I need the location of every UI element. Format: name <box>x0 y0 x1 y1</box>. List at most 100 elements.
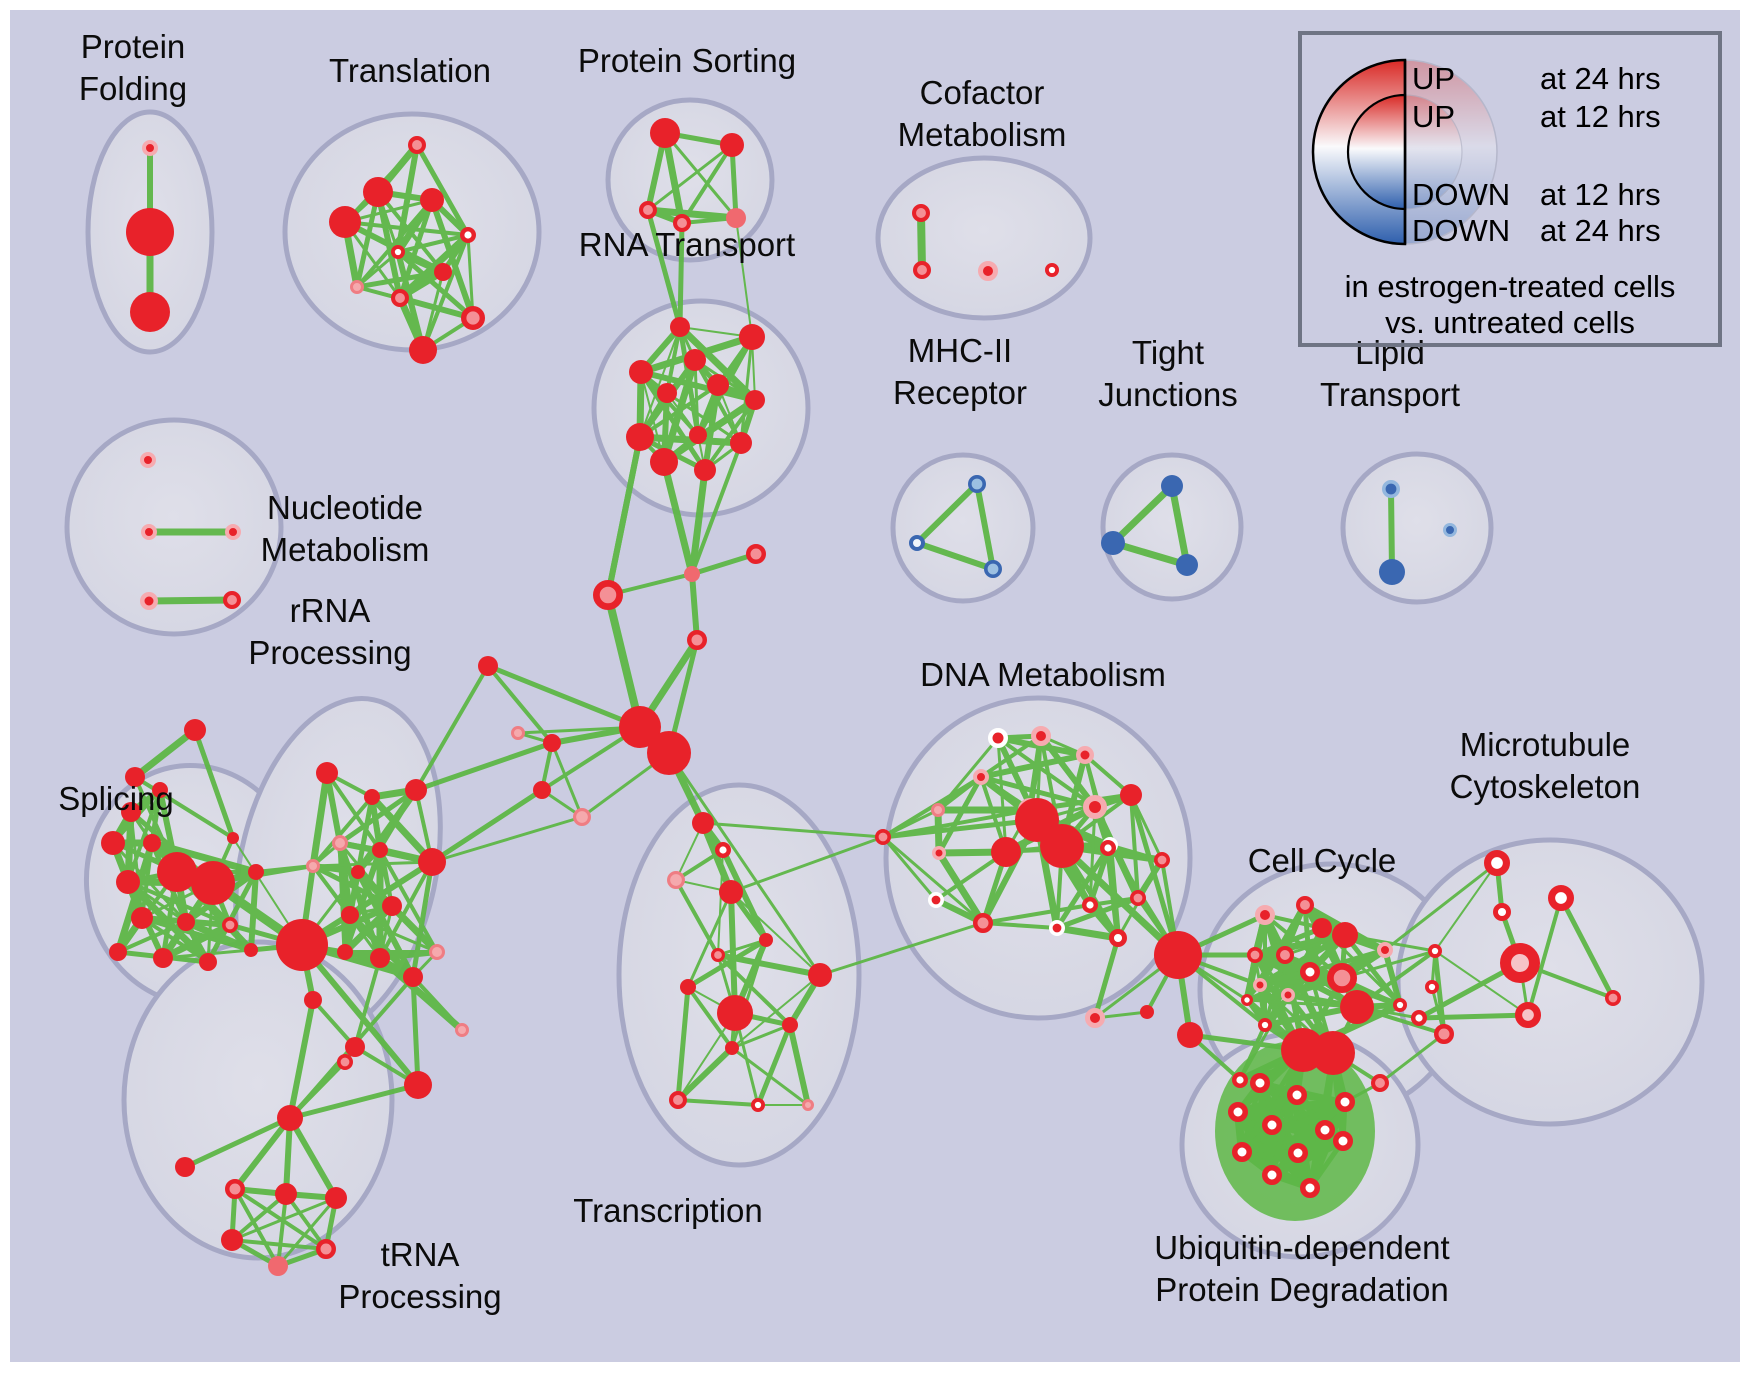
network-link-edge <box>688 466 709 578</box>
network-node-rrna-processing <box>372 842 388 858</box>
network-node-translation <box>390 288 409 307</box>
network-link-edge <box>429 787 545 865</box>
network-node-rrna-processing <box>418 848 446 876</box>
network-edge-bridges <box>133 775 235 840</box>
network-node-dna-metabolism <box>1040 824 1084 868</box>
network-node-microtubule-cytoskeleton <box>1410 1010 1427 1027</box>
cluster-label-mhc-ii-receptor: MHC-II <box>908 332 1012 369</box>
network-node-splicing <box>177 913 195 931</box>
network-node-microtubule-cytoskeleton <box>1434 1024 1454 1044</box>
network-node-transcription <box>680 979 696 995</box>
network-edge-transcription <box>755 1022 793 1108</box>
network-node-mhc-ii-receptor <box>909 535 925 551</box>
network-edge-transcription <box>720 847 769 943</box>
network-edge-dna-metabolism <box>1092 935 1121 1021</box>
network-node-transcription <box>725 1041 739 1055</box>
cluster-label-microtubule-cytoskeleton: Microtubule <box>1460 726 1631 763</box>
network-node-rrna-processing <box>332 835 348 851</box>
network-edge-dna-metabolism <box>1054 842 1113 931</box>
network-link-edge <box>287 1082 421 1121</box>
network-node-mhc-ii-receptor <box>967 474 986 493</box>
network-edge-transcription <box>716 953 792 1027</box>
legend-direction-label: UP <box>1412 99 1455 134</box>
network-edge-trna-processing <box>233 1187 280 1268</box>
network-link-edge <box>881 835 938 902</box>
network-edge-cell-cycle <box>1245 970 1312 1002</box>
network-node-nucleotide-metabolism <box>222 591 241 610</box>
network-edge-rna-transport <box>638 383 720 439</box>
network-node-bridges <box>478 656 498 676</box>
network-edge-dna-metabolism <box>936 774 984 856</box>
network-node-microtubule-cytoskeleton <box>1492 902 1511 921</box>
network-link-edge <box>735 217 753 338</box>
legend-direction-label: UP <box>1412 61 1455 96</box>
network-node-translation <box>390 245 405 260</box>
network-edge-translation <box>355 198 434 289</box>
network-node-splicing <box>109 943 127 961</box>
network-node-transcription <box>717 995 753 1031</box>
network-node-splicing <box>116 870 140 894</box>
network-node-rrna-processing <box>276 919 328 971</box>
network-edge-rrna-processing <box>325 771 382 852</box>
network-node-dna-metabolism <box>1085 1008 1105 1028</box>
network-node-dna-metabolism <box>1140 1005 1154 1019</box>
network-edge-rrna-processing <box>378 860 434 960</box>
network-edge-rna-transport <box>739 335 754 445</box>
network-node-rna-transport <box>629 360 653 384</box>
network-edge-splicing <box>159 921 234 962</box>
network-edge-cofactor-metabolism <box>917 209 926 274</box>
network-link-edge <box>414 664 490 792</box>
network-edge-transcription <box>675 984 691 1103</box>
network-node-splicing <box>248 864 264 880</box>
network-node-microtubule-cytoskeleton <box>1428 943 1443 958</box>
network-edge-rrna-processing <box>341 902 396 956</box>
network-node-protein-folding <box>130 292 170 332</box>
network-node-rrna-processing <box>337 944 353 960</box>
network-node-translation <box>329 206 361 238</box>
network-node-splicing <box>191 861 235 905</box>
cluster-label-tight-junctions: Junctions <box>1098 376 1237 413</box>
network-edge-trna-processing <box>182 1115 293 1170</box>
network-node-bridges <box>619 706 661 748</box>
network-node-ubiquitin-degradation <box>1333 1131 1353 1151</box>
network-node-nucleotide-metabolism <box>140 452 156 468</box>
network-edge-transcription <box>676 1098 760 1107</box>
legend: UP at 24 hrs UP at 12 hrs DOWN at 12 hrs DOWN a… <box>1298 31 1722 347</box>
network-link-edge <box>677 220 685 330</box>
cluster-bubble-lipid-transport <box>1340 451 1494 605</box>
legend-note: in estrogen-treated cells <box>1345 269 1676 304</box>
network-link-edge <box>1307 1050 1336 1191</box>
network-node-ubiquitin-degradation <box>1250 1073 1270 1093</box>
network-edge-transcription <box>730 891 821 976</box>
network-edge-transcription <box>787 1022 811 1108</box>
network-node-rna-transport <box>745 390 765 410</box>
network-edge-cell-cycle <box>1245 998 1359 1009</box>
network-node-transcription <box>802 1099 814 1111</box>
network-node-protein-sorting <box>726 208 746 228</box>
network-edge-splicing <box>129 810 144 920</box>
network-edge-rrna-processing <box>311 795 374 868</box>
cluster-label-protein-sorting: Protein Sorting <box>578 42 796 79</box>
network-node-rrna-processing <box>429 944 445 960</box>
network-edge-rrna-processing <box>368 793 436 866</box>
legend-direction-label: DOWN <box>1412 177 1510 212</box>
network-node-trna-processing <box>316 1239 336 1259</box>
network-edge-rrna-processing <box>355 794 375 875</box>
cluster-label-trna-processing: tRNA <box>381 1236 460 1273</box>
cluster-label-microtubule-cytoskeleton: Cytoskeleton <box>1450 768 1641 805</box>
network-edge-translation <box>354 189 381 290</box>
network-edge-rna-transport <box>639 326 681 438</box>
network-node-splicing <box>121 802 141 822</box>
network-edge-transcription <box>675 1045 735 1103</box>
network-node-ubiquitin-degradation <box>1335 1092 1355 1112</box>
network-edge-dna-metabolism <box>1088 805 1097 907</box>
network-edge-rrna-processing <box>410 974 421 1088</box>
network-edge-transcription <box>674 848 725 882</box>
network-edge-trna-processing <box>311 998 357 1049</box>
network-node-trna-processing <box>275 1183 297 1205</box>
network-node-protein-sorting <box>673 213 692 232</box>
network-link-edge <box>413 740 555 793</box>
network-node-bridges <box>511 726 525 740</box>
network-node-cofactor-metabolism <box>978 261 998 281</box>
cluster-label-rrna-processing: rRNA <box>290 592 371 629</box>
